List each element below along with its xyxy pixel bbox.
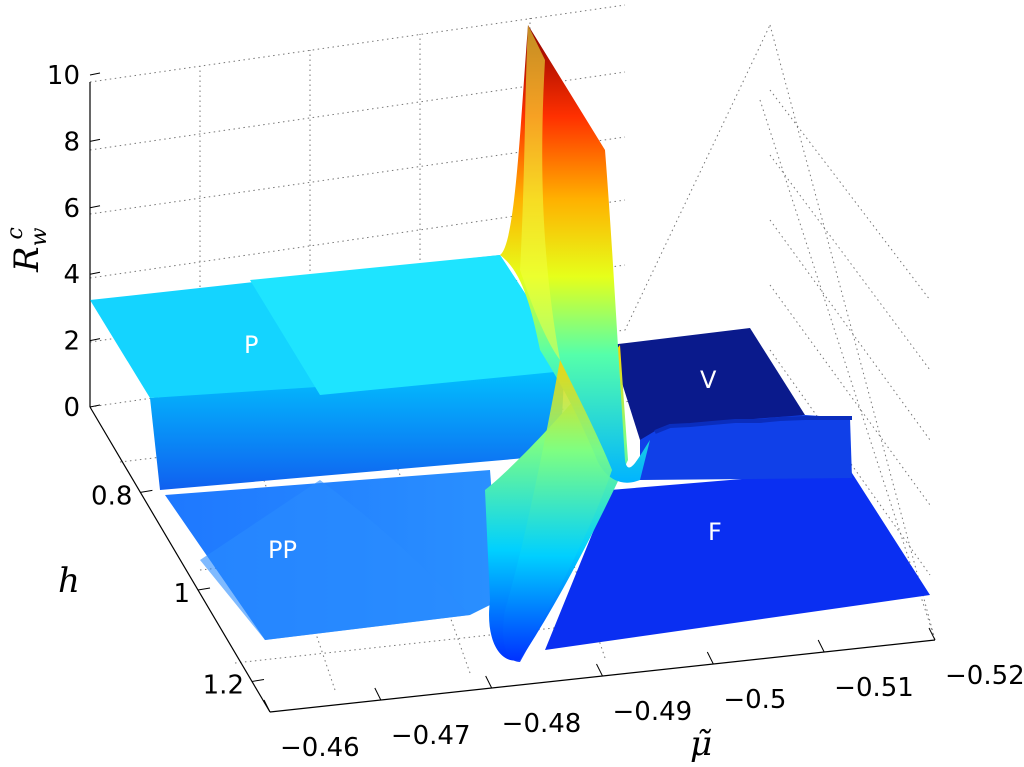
x-tick-label: −0.48 (502, 709, 582, 739)
x-tick-mark (817, 639, 825, 653)
y-axis-label: h (58, 561, 80, 601)
y-tick-mark (197, 587, 211, 591)
z-tick-mark (89, 404, 101, 408)
z-tick-label: 4 (63, 260, 80, 290)
region-labels: P PP V F (244, 331, 722, 564)
z-axis-label-sup: c (3, 227, 28, 239)
y-tick-mark (251, 679, 265, 682)
x-tick-label: −0.52 (945, 661, 1024, 691)
x-tick-mark (485, 675, 493, 689)
svg-text:Rwc: Rwc (3, 227, 52, 273)
z-tick-label: 2 (63, 327, 80, 357)
region-label-f: F (708, 518, 722, 546)
x-tick-label: −0.46 (280, 733, 360, 763)
x-tick-label: −0.49 (613, 697, 693, 727)
z-tick-mark (89, 72, 101, 76)
x-axis-label: μ̃ (690, 724, 712, 764)
z-axis-label-main: R (7, 246, 47, 273)
x-tick-mark (928, 627, 936, 641)
x-tick-mark (706, 651, 714, 665)
x-ticks: −0.46 −0.47 −0.48 −0.49 −0.5 −0.51 −0.52 (263, 627, 1024, 763)
z-tick-mark (89, 338, 101, 342)
z-tick-label: 8 (63, 127, 80, 157)
region-v-surface (610, 328, 805, 440)
region-label-pp: PP (268, 536, 297, 564)
z-tick-label: 0 (63, 393, 80, 423)
x-tick-mark (263, 699, 271, 713)
y-tick-mark (140, 489, 153, 493)
region-label-v: V (700, 366, 717, 394)
x-tick-label: −0.5 (723, 685, 786, 715)
x-tick-mark (596, 663, 603, 677)
z-axis-label: Rwc (3, 227, 52, 273)
x-tick-mark (374, 687, 382, 701)
z-tick-mark (89, 138, 101, 142)
z-tick-mark (89, 205, 101, 209)
surface (90, 25, 930, 662)
x-tick-label: −0.51 (834, 673, 914, 703)
y-tick-label: 1.2 (203, 671, 244, 701)
z-axis-label-sub: w (27, 227, 52, 246)
region-label-p: P (244, 331, 258, 359)
z-ticks: 0 2 4 6 8 10 (47, 61, 101, 423)
y-ticks: 0.8 1 1.2 (91, 481, 265, 701)
y-tick-label: 1 (173, 579, 190, 609)
z-tick-label: 6 (63, 194, 80, 224)
y-tick-label: 0.8 (91, 481, 132, 511)
z-tick-mark (89, 271, 101, 275)
region-f-surface (545, 470, 930, 650)
x-tick-label: −0.47 (391, 721, 471, 751)
z-tick-label: 10 (47, 61, 80, 91)
